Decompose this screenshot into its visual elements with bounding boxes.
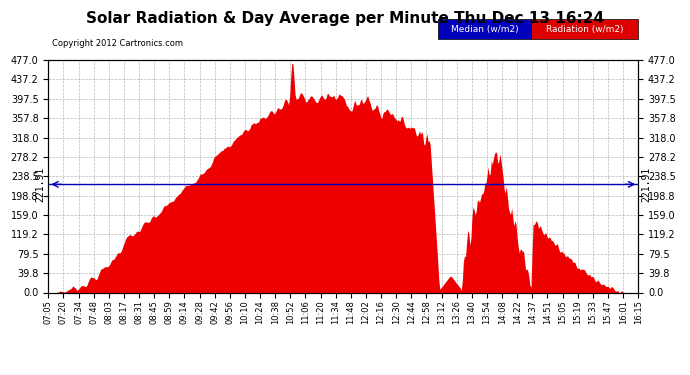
Text: Radiation (w/m2): Radiation (w/m2): [546, 25, 624, 34]
Text: Median (w/m2): Median (w/m2): [451, 25, 519, 34]
Text: Copyright 2012 Cartronics.com: Copyright 2012 Cartronics.com: [52, 39, 183, 48]
Text: 221.91: 221.91: [35, 167, 46, 202]
Text: Solar Radiation & Day Average per Minute Thu Dec 13 16:24: Solar Radiation & Day Average per Minute…: [86, 11, 604, 26]
Text: 221.91: 221.91: [641, 167, 651, 202]
